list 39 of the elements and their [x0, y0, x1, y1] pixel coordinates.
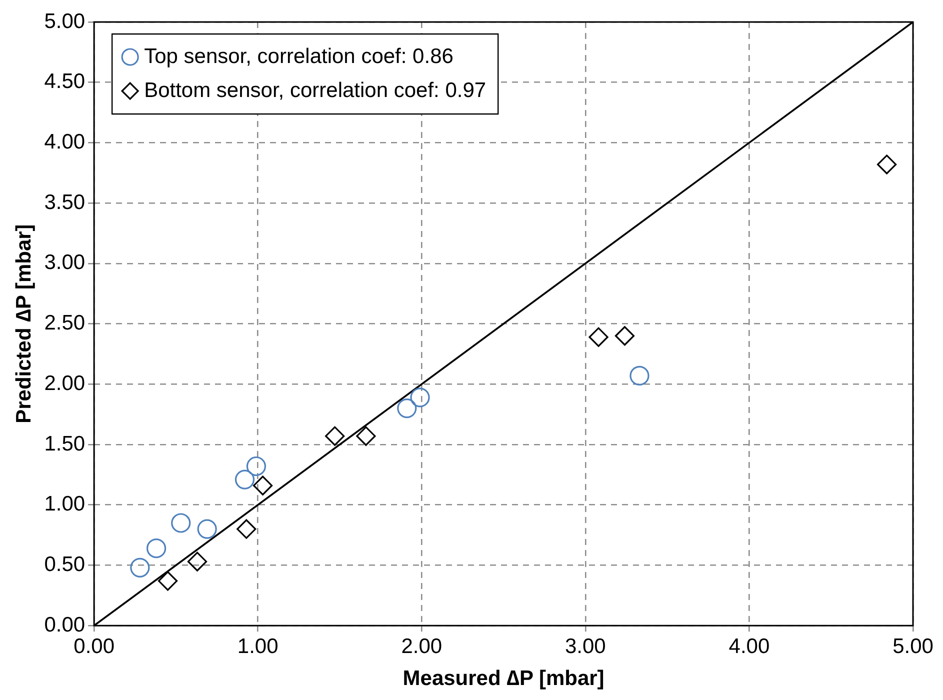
y-tick-label: 2.50 — [44, 312, 86, 335]
y-tick-label: 4.50 — [44, 70, 86, 94]
x-tick-label: 2.00 — [401, 634, 442, 658]
x-tick-label: 1.00 — [237, 634, 278, 658]
y-tick-label: 2.00 — [44, 372, 86, 395]
point — [146, 538, 166, 558]
x-tick-label: 0.00 — [74, 634, 115, 658]
point — [234, 470, 255, 490]
y-tick-label: 3.00 — [44, 251, 86, 274]
point — [876, 154, 897, 174]
point — [410, 388, 430, 408]
y-tick-label: 0.00 — [44, 613, 86, 636]
y-tick-label: 4.00 — [44, 130, 86, 154]
legend-label: Top sensor, correlation coef: 0.86 — [144, 44, 454, 68]
point — [614, 326, 635, 346]
point — [158, 571, 178, 591]
point — [356, 426, 376, 446]
point — [130, 558, 150, 578]
point — [252, 476, 273, 496]
y-tick-label: 1.00 — [44, 492, 86, 516]
y-tick-label: 3.50 — [44, 190, 86, 214]
point — [187, 552, 208, 572]
point — [397, 398, 417, 418]
y-tick-label: 5.00 — [44, 10, 86, 33]
x-tick-label: 3.00 — [564, 634, 606, 658]
x-axis-title: Measured ∆P [mbar] — [402, 667, 604, 690]
point — [236, 519, 256, 539]
point — [325, 426, 345, 446]
y-axis-title: Predicted ∆P [mbar] — [12, 224, 36, 424]
point — [171, 513, 191, 533]
y-tick-label: 0.50 — [44, 553, 86, 576]
point — [588, 327, 608, 347]
y-tick-label: 1.50 — [44, 432, 86, 456]
x-tick-label: 4.00 — [728, 634, 770, 658]
legend-label: Bottom sensor, correlation coef: 0.97 — [144, 78, 486, 102]
point — [246, 456, 266, 476]
point — [630, 366, 650, 386]
x-tick-label: 5.00 — [892, 634, 934, 658]
point — [197, 519, 217, 539]
